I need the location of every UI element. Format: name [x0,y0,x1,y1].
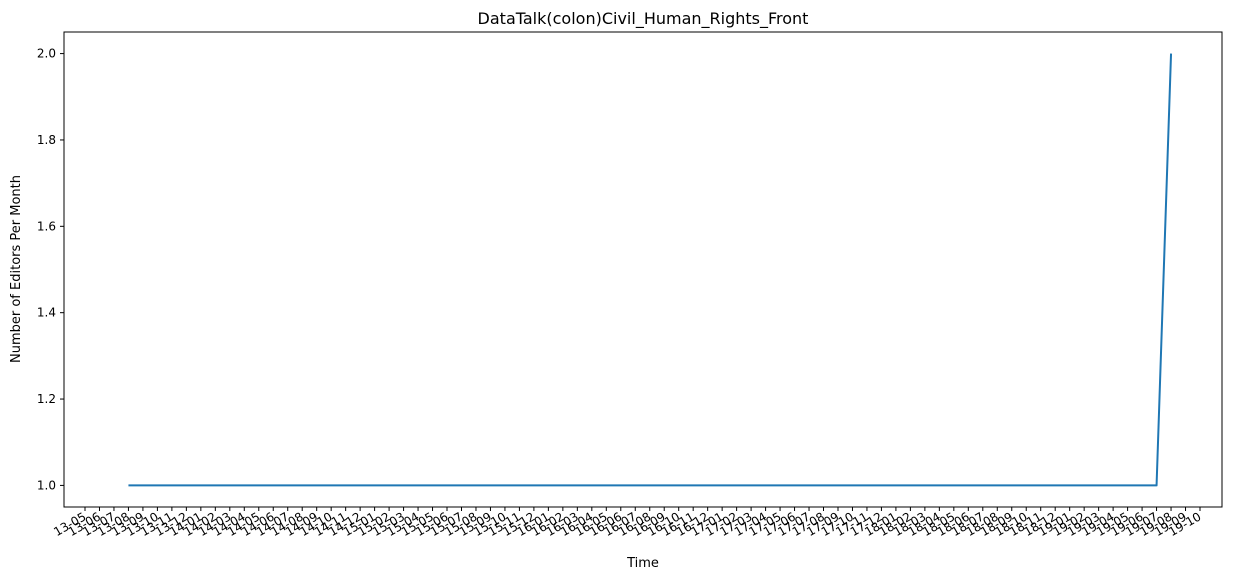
x-axis-label: Time [626,556,659,571]
y-tick-label: 1.8 [37,133,56,147]
y-tick-label: 1.4 [37,306,56,320]
y-tick-label: 1.0 [37,478,56,492]
plot-frame [63,31,1223,508]
y-tick-label: 2.0 [37,47,56,61]
y-axis-label: Number of Editors Per Month [9,175,24,363]
y-tick-label: 1.2 [37,392,56,406]
series-line [128,53,1173,487]
y-tick-label: 1.6 [37,219,56,233]
series-layer [128,53,1173,487]
chart-title: DataTalk(colon)Civil_Human_Rights_Front [478,9,809,29]
y-axis: 1.0 1.2 1.4 1.6 1.8 2.0 [37,47,64,492]
